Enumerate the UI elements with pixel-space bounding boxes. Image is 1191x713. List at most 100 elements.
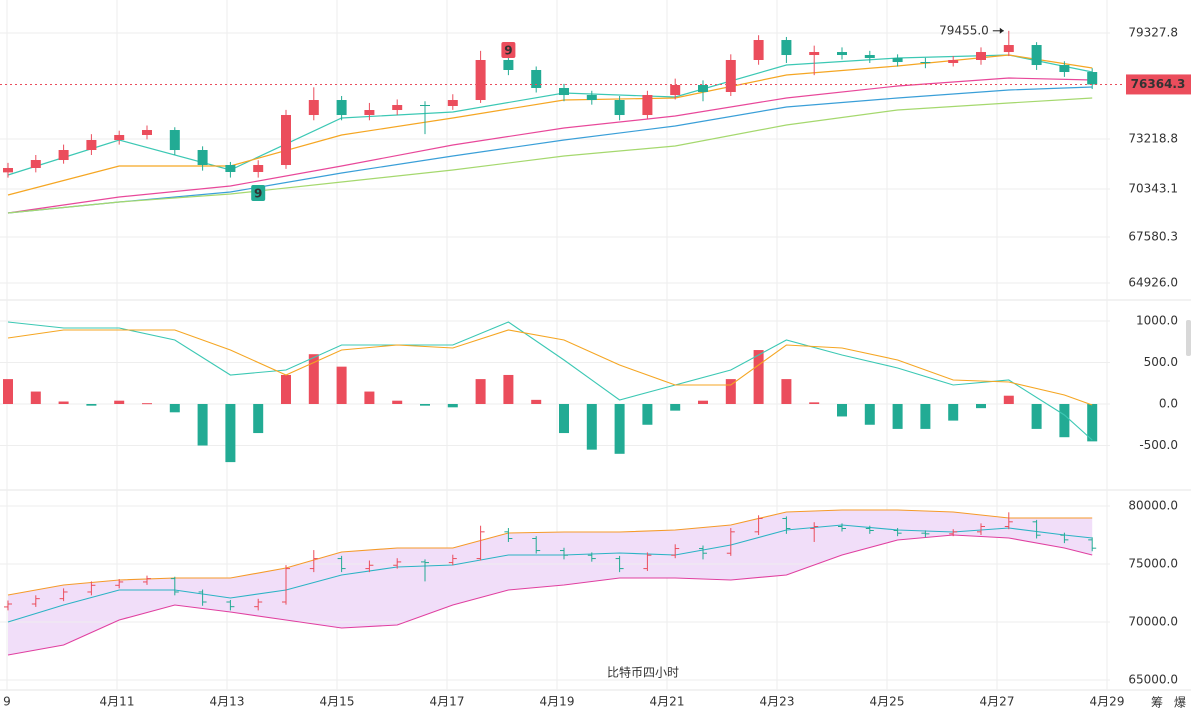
x-tick-label: 4月23	[760, 695, 795, 709]
x-tick-label: 4月11	[100, 695, 135, 709]
toolbar-button[interactable]: 筹	[1151, 696, 1163, 710]
y-tick-label: 65000.0	[1128, 673, 1178, 687]
macd-bar	[364, 391, 375, 405]
x-tick-label: 4月25	[870, 695, 905, 709]
macd-bar	[781, 379, 792, 405]
candle-body	[531, 69, 542, 88]
candle-body	[336, 100, 347, 116]
candle-body	[447, 100, 458, 107]
macd-bar	[30, 391, 41, 405]
candle-body	[614, 100, 625, 116]
candle-body	[30, 160, 41, 168]
indicator-line	[7, 54, 1093, 196]
macd-bar	[725, 379, 736, 405]
macd-bar	[864, 404, 875, 425]
candle-body	[114, 134, 125, 141]
macd-bar	[1087, 404, 1098, 442]
x-tick-label: 4月29	[1090, 695, 1125, 709]
macd-bar	[447, 404, 458, 408]
candle-body	[364, 110, 375, 116]
candle-body	[392, 105, 403, 111]
indicator-line	[7, 321, 1093, 441]
td-marker-label: 9	[254, 186, 262, 200]
page-title: 比特币四小时	[607, 665, 679, 680]
macd-bar	[336, 366, 347, 405]
candle-body	[169, 130, 180, 151]
candle-body	[225, 165, 236, 173]
y-tick-label: 500.0	[1144, 355, 1178, 369]
indicator-line	[7, 509, 1093, 596]
candle-body	[253, 165, 264, 173]
candle-body	[1087, 72, 1098, 85]
macd-bar	[892, 404, 903, 429]
macd-bar	[281, 374, 291, 405]
x-tick-label: 4月19	[540, 695, 575, 709]
macd-bar	[670, 404, 681, 411]
macd-bar	[920, 404, 931, 429]
macd-bar	[142, 403, 152, 405]
macd-bar	[1003, 395, 1014, 405]
macd-bar	[169, 404, 180, 413]
y-tick-label: 0.0	[1159, 397, 1178, 411]
macd-bar	[753, 350, 764, 405]
candle-body	[1031, 45, 1042, 66]
indicator-line	[7, 329, 1093, 406]
indicator-line	[7, 534, 1093, 656]
macd-bar	[308, 354, 319, 405]
y-tick-label: 67580.3	[1128, 229, 1178, 243]
candle-body	[892, 58, 903, 63]
macd-bar	[1059, 404, 1070, 438]
macd-bar	[392, 400, 403, 405]
candle-body	[670, 85, 681, 96]
x-tick-label: 4月13	[210, 695, 245, 709]
x-tick-label: 4月21	[650, 695, 685, 709]
candle-body	[864, 55, 875, 59]
macd-bar	[642, 404, 653, 425]
candle-body	[948, 59, 959, 63]
last-price-label: 76364.3	[1131, 77, 1186, 91]
candle-body	[1003, 45, 1014, 53]
candle-body	[86, 140, 97, 151]
candle-body	[503, 59, 514, 70]
y-tick-label: 73218.8	[1128, 132, 1178, 146]
indicator-line	[7, 54, 1093, 176]
candle-body	[281, 115, 291, 166]
annotation-arrowhead	[999, 27, 1004, 34]
x-tick-label: 4月17	[430, 695, 465, 709]
candle-body	[559, 87, 569, 96]
candle-body	[642, 95, 653, 116]
candle-body	[837, 52, 847, 56]
candle-body	[920, 62, 931, 64]
macd-bar	[809, 402, 820, 405]
x-tick-label: 4月15	[320, 695, 355, 709]
macd-bar	[197, 404, 208, 446]
macd-bar	[837, 404, 847, 417]
macd-bar	[114, 400, 125, 405]
candle-body	[308, 100, 319, 116]
last-price-box	[1126, 74, 1191, 95]
candle-body	[197, 150, 208, 166]
macd-bar	[58, 401, 69, 405]
candle-body	[781, 40, 792, 56]
td-marker	[251, 184, 266, 201]
y-tick-label: -500.0	[1139, 438, 1178, 452]
macd-bar	[976, 404, 986, 409]
macd-bar	[1031, 404, 1042, 429]
toolbar-button[interactable]: 爆	[1174, 696, 1186, 710]
candle-body	[58, 150, 69, 161]
candle-body	[420, 105, 430, 107]
annotation: 79455.0	[939, 23, 989, 37]
macd-bar	[698, 400, 708, 405]
macd-bar	[948, 404, 959, 421]
macd-bar	[503, 374, 514, 405]
y-tick-label: 64926.0	[1128, 276, 1178, 290]
td-marker	[501, 42, 516, 59]
macd-bar	[253, 404, 264, 434]
candle-body	[725, 59, 736, 93]
candle-body	[753, 40, 764, 60]
candle-body	[475, 59, 486, 101]
y-tick-label: 70000.0	[1128, 614, 1178, 628]
td-marker-label: 9	[504, 44, 512, 58]
side-handle[interactable]	[1186, 320, 1191, 356]
